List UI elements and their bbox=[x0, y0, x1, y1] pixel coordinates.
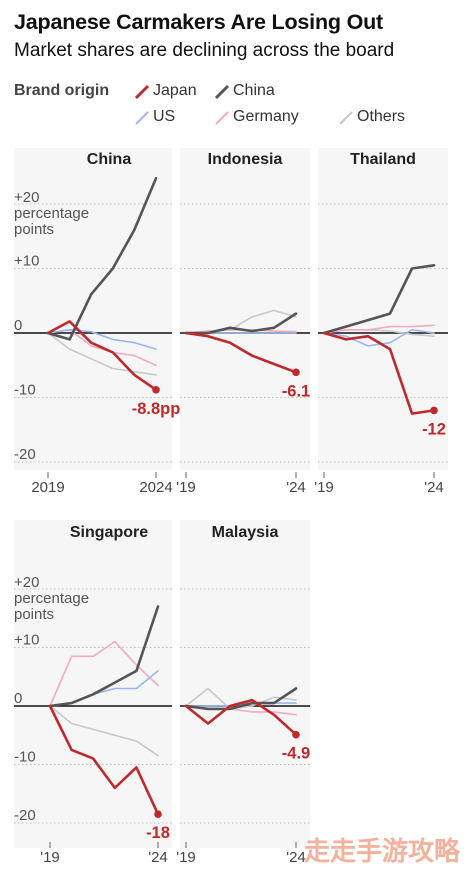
series-germany-singapore bbox=[49, 640, 159, 707]
panel-bg-singapore bbox=[14, 520, 172, 848]
series-us-malaysia bbox=[185, 702, 297, 707]
series-germany-thailand bbox=[323, 324, 435, 334]
y-tick-p20-china: +20 bbox=[14, 189, 39, 206]
series-japan-singapore bbox=[48, 704, 160, 816]
x-tick-label-thailand-0: '19 bbox=[314, 479, 334, 496]
series-china-thailand bbox=[322, 263, 436, 335]
y-tick-m10-china: -10 bbox=[14, 382, 36, 399]
y-tick-label-line3-china: points bbox=[14, 221, 54, 238]
panel-title-singapore: Singapore bbox=[70, 524, 148, 541]
panel-title-indonesia: Indonesia bbox=[208, 151, 283, 168]
panel-bg-malaysia bbox=[180, 520, 310, 848]
japan-endpoint-china bbox=[152, 385, 160, 394]
legend-swatch-us bbox=[135, 111, 149, 125]
series-others-china bbox=[47, 332, 157, 376]
x-tick-label-singapore-1: '24 bbox=[148, 849, 168, 866]
legend-title: Brand origin bbox=[14, 82, 110, 99]
y-tick-p20-singapore: +20 bbox=[14, 574, 39, 591]
panel-title-malaysia: Malaysia bbox=[212, 524, 279, 541]
chart-title: Japanese Carmakers Are Losing Out bbox=[14, 10, 383, 34]
legend-swatch-others bbox=[339, 111, 353, 125]
y-tick-zero-singapore: 0 bbox=[14, 690, 22, 707]
japan-endpoint-singapore bbox=[154, 810, 162, 819]
series-japan-malaysia bbox=[184, 698, 298, 737]
legend-swatch-japan bbox=[134, 84, 150, 100]
series-japan-thailand bbox=[322, 331, 436, 415]
x-tick-label-china-1: 2024 bbox=[139, 479, 172, 496]
y-tick-zero-china: 0 bbox=[14, 317, 22, 334]
x-tick-label-singapore-0: '19 bbox=[40, 849, 60, 866]
japan-endpoint-malaysia bbox=[292, 730, 300, 739]
chart-subtitle: Market shares are declining across the b… bbox=[14, 40, 395, 61]
y-tick-label-line2-singapore: percentage bbox=[14, 590, 89, 607]
legend-swatch-germany bbox=[215, 111, 229, 125]
series-others-malaysia bbox=[185, 687, 297, 710]
series-china-indonesia bbox=[184, 312, 298, 335]
legend-swatch-china bbox=[214, 84, 230, 100]
x-tick-label-indonesia-1: '24 bbox=[286, 479, 306, 496]
series-japan-indonesia bbox=[184, 331, 298, 374]
series-china-china bbox=[46, 176, 158, 341]
japan-endpoint-thailand bbox=[430, 406, 438, 415]
japan-end-label-thailand: -12 bbox=[422, 420, 446, 438]
y-tick-m20-singapore: -20 bbox=[14, 807, 36, 824]
series-us-china bbox=[47, 328, 157, 350]
series-japan-china bbox=[46, 320, 158, 392]
legend-label-germany: Germany bbox=[233, 108, 299, 125]
panel-title-china: China bbox=[87, 151, 132, 168]
x-tick-label-thailand-1: '24 bbox=[424, 479, 444, 496]
panel-title-thailand: Thailand bbox=[350, 151, 416, 168]
x-tick-label-indonesia-0: '19 bbox=[176, 479, 196, 496]
y-tick-m20-china: -20 bbox=[14, 446, 36, 463]
japan-end-label-indonesia: -6.1 bbox=[282, 382, 310, 400]
y-tick-p10-singapore: +10 bbox=[14, 632, 39, 649]
legend-label-us: US bbox=[153, 108, 176, 125]
x-tick-label-malaysia-1: '24 bbox=[286, 849, 306, 866]
x-tick-label-malaysia-0: '19 bbox=[176, 849, 196, 866]
legend-label-others: Others bbox=[357, 108, 406, 125]
y-tick-label-line3-singapore: points bbox=[14, 606, 54, 623]
japan-end-label-singapore: -18 bbox=[146, 824, 170, 842]
legend-label-japan: Japan bbox=[153, 82, 197, 99]
series-china-singapore bbox=[48, 605, 160, 708]
y-tick-m10-singapore: -10 bbox=[14, 749, 36, 766]
series-others-singapore bbox=[49, 705, 159, 757]
series-china-malaysia bbox=[184, 687, 298, 711]
x-tick-label-china-0: 2019 bbox=[31, 479, 64, 496]
panel-bg-indonesia bbox=[180, 148, 310, 470]
watermark: 走走手游攻略 bbox=[303, 837, 460, 867]
japan-end-label-malaysia: -4.9 bbox=[282, 745, 310, 763]
legend-label-china: China bbox=[233, 82, 275, 99]
japan-endpoint-indonesia bbox=[292, 368, 300, 377]
y-tick-label-line2-china: percentage bbox=[14, 205, 89, 222]
panel-bg-thailand bbox=[318, 148, 448, 470]
y-tick-p10-china: +10 bbox=[14, 253, 39, 270]
series-us-thailand bbox=[323, 328, 435, 347]
japan-end-label-china: -8.8pp bbox=[132, 400, 181, 418]
